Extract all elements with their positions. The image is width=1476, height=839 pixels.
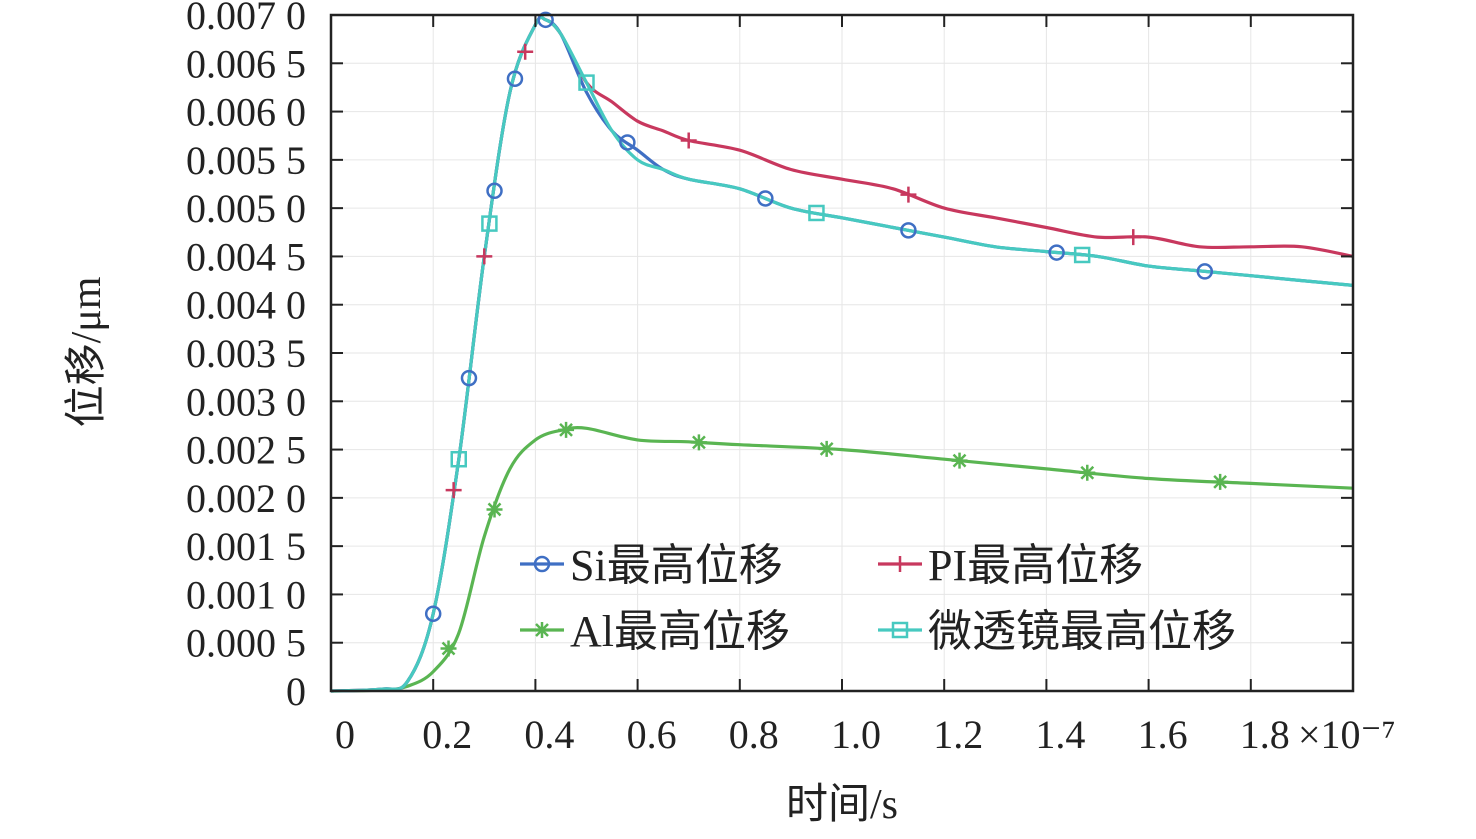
x-tick-label: 1.8 (1240, 712, 1290, 757)
y-tick-label: 0.002 5 (186, 428, 306, 473)
legend-marker (534, 622, 550, 638)
legend-entry: PI最高位移 (878, 541, 1143, 590)
y-tick-label: 0.007 0 (186, 0, 306, 38)
series-marker-0 (619, 134, 636, 151)
legend-label: PI最高位移 (928, 541, 1143, 590)
x-tick-label: 1.4 (1035, 712, 1085, 757)
y-tick-label: 0.003 0 (186, 379, 306, 424)
legend-marker (891, 621, 909, 639)
ticks: 00.000 50.001 00.001 50.002 00.002 50.00… (186, 0, 1353, 757)
y-tick-label: 0.000 5 (186, 621, 306, 666)
series-marker-0 (1196, 263, 1214, 280)
x-multiplier-label: ×10⁻⁷ (1298, 712, 1396, 757)
legend-marker (892, 556, 908, 572)
y-tick-label: 0.004 5 (186, 234, 306, 279)
y-tick-label: 0.004 0 (186, 283, 306, 328)
x-tick-label: 1.2 (933, 712, 983, 757)
series-marker-0 (460, 369, 478, 387)
legend-label: Si最高位移 (570, 541, 783, 590)
series-marker-0 (757, 190, 774, 207)
series-marker-0 (900, 222, 917, 239)
y-tick-label: 0.006 5 (186, 41, 306, 86)
legend: Si最高位移 PI最高位移 Al最高位移 微透镜最高位移 (520, 541, 1236, 656)
y-tick-label: 0.002 0 (186, 476, 306, 521)
legend-entry: 微透镜最高位移 (878, 607, 1236, 656)
y-tick-label: 0.003 5 (186, 331, 306, 376)
series-marker-1 (517, 43, 534, 60)
series-marker-1 (476, 248, 493, 265)
x-tick-label: 0.6 (627, 712, 677, 757)
series-marker-3 (450, 450, 467, 468)
y-tick-label: 0.001 5 (186, 524, 306, 569)
series-layer (330, 11, 1354, 693)
x-tick-label: 0.4 (524, 712, 574, 757)
series-marker-2 (951, 452, 968, 469)
series-marker-0 (537, 11, 554, 29)
series-marker-0 (486, 182, 503, 200)
series-marker-1 (1125, 229, 1142, 246)
y-tick-label: 0.001 0 (186, 572, 306, 617)
series-marker-2 (818, 440, 835, 457)
series-marker-2 (558, 421, 575, 438)
y-tick-label: 0.006 0 (186, 90, 306, 135)
x-tick-label: 0.2 (422, 712, 472, 757)
series-marker-2 (1212, 473, 1229, 490)
series-marker-3 (481, 215, 498, 232)
legend-entry: Al最高位移 (520, 607, 790, 656)
x-axis-title: 时间/s (786, 782, 898, 828)
series-line-3 (330, 15, 1354, 693)
legend-entry: Si最高位移 (520, 541, 783, 590)
y-tick-label: 0 (286, 669, 306, 714)
grid (331, 15, 1353, 691)
legend-marker (533, 555, 551, 573)
legend-label: 微透镜最高位移 (928, 607, 1236, 656)
series-marker-2 (486, 501, 503, 518)
series-marker-0 (424, 605, 442, 622)
y-axis-title: 位移/μm (63, 276, 110, 427)
series-marker-3 (578, 74, 595, 91)
series-marker-0 (506, 70, 524, 87)
series-marker-1 (445, 482, 462, 499)
series-marker-2 (690, 434, 707, 451)
x-tick-label: 1.6 (1138, 712, 1188, 757)
y-tick-label: 0.005 0 (186, 186, 306, 231)
x-tick-label: 1.0 (831, 712, 881, 757)
legend-label: Al最高位移 (570, 607, 790, 656)
series-marker-3 (808, 204, 825, 222)
series-marker-2 (440, 640, 457, 657)
x-tick-label: 0.8 (729, 712, 779, 757)
series-marker-2 (1079, 464, 1096, 481)
series-marker-1 (680, 132, 697, 149)
series-marker-0 (1048, 244, 1065, 261)
y-tick-label: 0.005 5 (186, 138, 306, 183)
x-tick-label: 0 (335, 712, 355, 757)
series-marker-1 (900, 186, 917, 203)
series-marker-3 (1073, 246, 1091, 264)
